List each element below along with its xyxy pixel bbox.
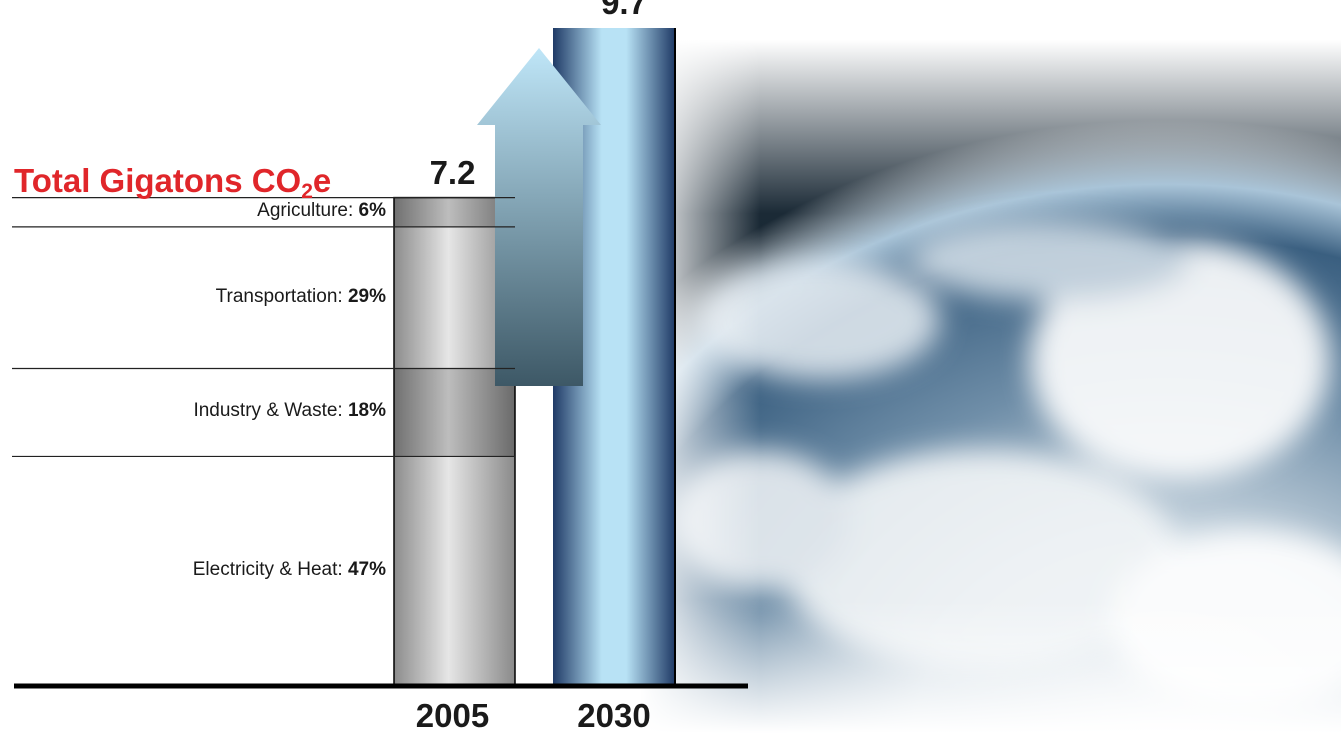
x-tick-label-2005: 2005 xyxy=(415,697,490,734)
segment-name: Industry & Waste: xyxy=(193,400,348,422)
segment-label: Agriculture: 6% xyxy=(257,200,386,222)
segment-label: Industry & Waste: 18% xyxy=(193,400,386,422)
value-label-2030: 9.7 xyxy=(601,0,647,21)
plot-area xyxy=(12,28,676,687)
bar-2005-segment-4 xyxy=(394,197,515,227)
chart-title: Total Gigatons CO2e xyxy=(14,162,332,203)
segment-percent: 29% xyxy=(347,285,386,307)
earth-background xyxy=(640,40,1341,733)
segment-percent: 18% xyxy=(347,400,386,422)
value-label-2005: 7.2 xyxy=(429,153,476,191)
segment-label: Transportation: 29% xyxy=(216,286,386,308)
segment-label: Electricity & Heat: 47% xyxy=(193,559,386,581)
bar-2005-segment-3 xyxy=(394,226,515,369)
bar-2005-segment-2 xyxy=(394,368,515,457)
segment-name: Transportation: xyxy=(215,285,348,307)
segment-percent: 47% xyxy=(347,559,386,581)
segment-name: Agriculture: xyxy=(257,200,359,222)
x-tick-label-2030: 2030 xyxy=(577,697,651,734)
growth-arrow xyxy=(477,48,601,386)
bar-2005-segment-1 xyxy=(394,456,515,686)
segment-percent: 6% xyxy=(358,200,386,222)
segment-name: Electricity & Heat: xyxy=(192,559,348,581)
